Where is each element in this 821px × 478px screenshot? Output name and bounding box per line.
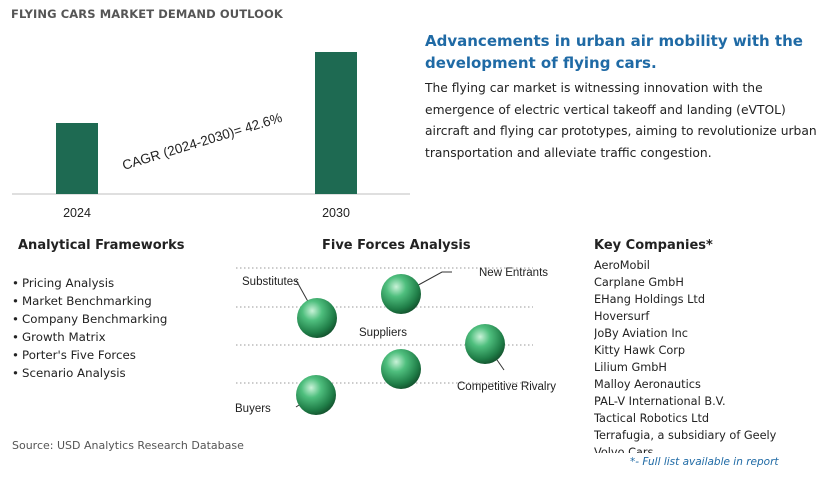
x-tick-label: 2030 bbox=[322, 206, 350, 220]
company-item: AeroMobil bbox=[594, 259, 650, 272]
bullet-icon: • bbox=[12, 312, 19, 326]
bullet-icon: • bbox=[12, 348, 19, 362]
company-item: Lilium GmbH bbox=[594, 361, 667, 374]
label-competitive-rivalry: Competitive Rivalry bbox=[457, 381, 556, 393]
footnote: *- Full list available in report bbox=[630, 456, 779, 468]
label-new-entrants: New Entrants bbox=[479, 267, 548, 279]
sphere-buyers bbox=[296, 375, 336, 415]
dotted-lines bbox=[236, 267, 533, 384]
analytical-frameworks-heading: Analytical Frameworks bbox=[18, 238, 185, 253]
framework-label: Growth Matrix bbox=[22, 330, 106, 344]
framework-item: • Company Benchmarking bbox=[12, 310, 167, 328]
framework-label: Porter's Five Forces bbox=[22, 348, 136, 362]
key-companies-list: AeroMobil Carplane GmbH EHang Holdings Ltd… bbox=[594, 257, 816, 453]
headline: Advancements in urban air mobility with … bbox=[425, 32, 803, 72]
bar-chart: 2024 2030 CAGR (2024-2030)= 42.6% bbox=[12, 52, 410, 220]
sphere-competitive-rivalry bbox=[465, 324, 505, 364]
cagr-annotation: CAGR (2024-2030)= 42.6% bbox=[120, 110, 283, 173]
framework-label: Scenario Analysis bbox=[22, 366, 126, 380]
bar-2030 bbox=[315, 52, 357, 194]
bar-2024 bbox=[56, 123, 98, 194]
sphere-new-entrants bbox=[381, 274, 421, 314]
company-item: Volvo Cars bbox=[594, 446, 654, 453]
five-forces-heading: Five Forces Analysis bbox=[322, 238, 471, 253]
analytical-frameworks-list: • Pricing Analysis • Market Benchmarking • Co… bbox=[12, 274, 167, 382]
framework-label: Company Benchmarking bbox=[22, 312, 168, 326]
source-note: Source: USD Analytics Research Database bbox=[12, 439, 244, 452]
label-buyers: Buyers bbox=[235, 403, 271, 415]
key-companies-heading: Key Companies* bbox=[594, 238, 713, 253]
company-item: JoBy Aviation Inc bbox=[594, 327, 689, 340]
sphere-suppliers bbox=[381, 349, 421, 389]
framework-label: Market Benchmarking bbox=[22, 294, 152, 308]
framework-item: • Growth Matrix bbox=[12, 328, 167, 346]
framework-item: • Scenario Analysis bbox=[12, 364, 167, 382]
framework-item: • Porter's Five Forces bbox=[12, 346, 167, 364]
company-item: Hoversurf bbox=[594, 310, 650, 323]
label-suppliers: Suppliers bbox=[359, 327, 407, 339]
description: The flying car market is witnessing inno… bbox=[425, 81, 817, 160]
bullet-icon: • bbox=[12, 366, 19, 380]
bullet-icon: • bbox=[12, 294, 19, 308]
framework-item: • Pricing Analysis bbox=[12, 274, 167, 292]
company-item: Kitty Hawk Corp bbox=[594, 344, 686, 357]
company-item: Carplane GmbH bbox=[594, 276, 684, 289]
page-title: FLYING CARS MARKET DEMAND OUTLOOK bbox=[11, 7, 283, 21]
company-item: Malloy Aeronautics bbox=[594, 378, 701, 391]
company-item: Tactical Robotics Ltd bbox=[594, 412, 710, 425]
company-item: PAL-V International B.V. bbox=[594, 395, 726, 408]
x-tick-label: 2024 bbox=[63, 206, 91, 220]
company-item: EHang Holdings Ltd bbox=[594, 293, 706, 306]
company-item: Terrafugia, a subsidiary of Geely bbox=[594, 429, 777, 442]
framework-label: Pricing Analysis bbox=[22, 276, 115, 290]
framework-item: • Market Benchmarking bbox=[12, 292, 167, 310]
bullet-icon: • bbox=[12, 330, 19, 344]
five-forces-diagram: Substitutes New Entrants Suppliers Compe… bbox=[235, 267, 556, 415]
bullet-icon: • bbox=[12, 276, 19, 290]
label-substitutes: Substitutes bbox=[242, 276, 299, 288]
sphere-substitutes bbox=[297, 298, 337, 338]
